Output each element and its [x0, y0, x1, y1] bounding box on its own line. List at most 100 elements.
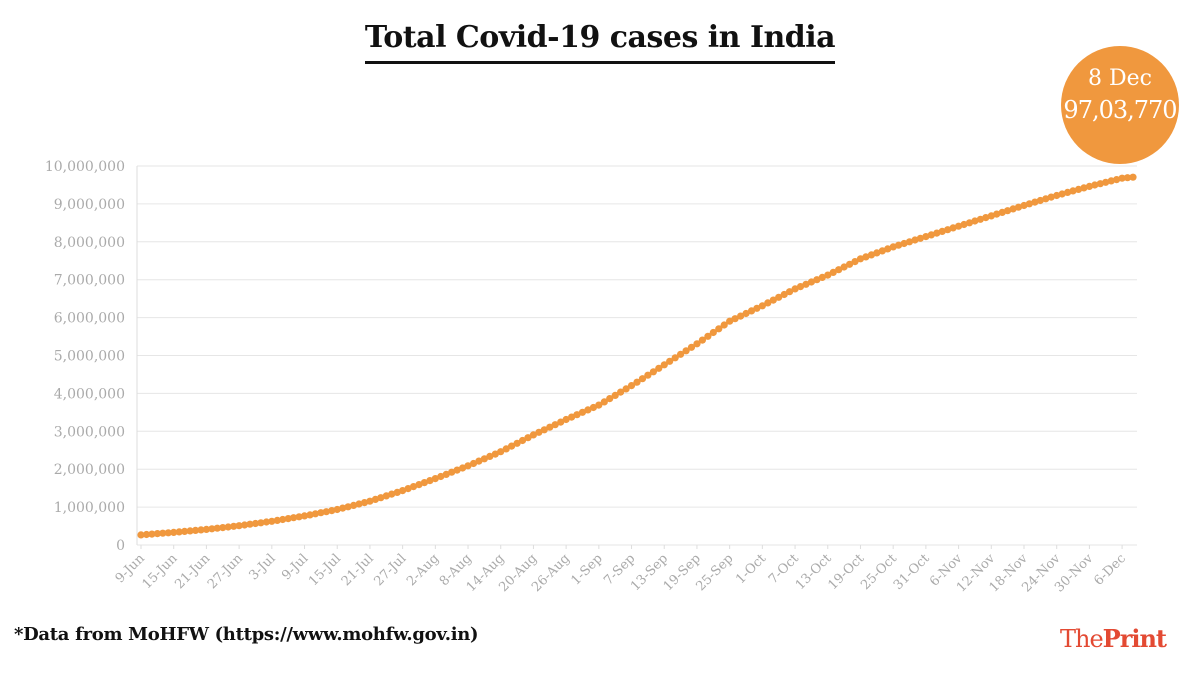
y-axis: 0 1,000,000 2,000,000 3,000,000 4,000,000 5,0…: [45, 159, 138, 554]
data-point: [911, 236, 919, 244]
data-point: [1107, 177, 1115, 185]
data-point: [1009, 205, 1017, 213]
data-point: [371, 495, 379, 503]
data-point: [900, 239, 908, 248]
y-tick-label: 3,000,000: [54, 424, 125, 440]
y-tick-label: 5,000,000: [54, 349, 125, 365]
data-point: [851, 258, 859, 266]
data-point: [246, 520, 254, 528]
data-point: [802, 280, 810, 288]
data-point: [856, 255, 865, 263]
data-point: [268, 517, 276, 525]
data-point: [311, 510, 319, 518]
data-point: [829, 268, 837, 276]
data-point: [780, 290, 788, 299]
data-point: [998, 208, 1006, 216]
data-point: [660, 361, 668, 369]
data-point: [709, 328, 717, 337]
data-point: [224, 523, 232, 531]
data-point: [1014, 203, 1023, 211]
data-point: [257, 519, 265, 527]
data-point: [769, 296, 777, 304]
data-point: [584, 406, 592, 414]
data-point: [758, 302, 767, 310]
data-point: [949, 224, 957, 232]
data-point: [862, 253, 870, 261]
data-point: [835, 266, 843, 274]
data-point: [431, 475, 439, 483]
data-point: [219, 524, 227, 532]
y-tick-label: 9,000,000: [54, 197, 125, 213]
data-point: [469, 459, 478, 468]
data-point: [573, 411, 581, 419]
data-point: [742, 309, 750, 318]
x-tick-label: 21-Jul: [339, 551, 377, 589]
data-point: [1085, 182, 1093, 190]
y-tick-label: 4,000,000: [54, 386, 125, 402]
data-point: [971, 217, 979, 225]
data-point: [666, 357, 674, 365]
data-point: [306, 511, 314, 519]
data-point: [420, 479, 428, 487]
data-point: [698, 336, 707, 344]
data-point: [720, 321, 728, 329]
theprint-logo: ThePrint: [1060, 624, 1167, 653]
data-point: [600, 398, 608, 406]
data-point: [159, 529, 167, 537]
data-point: [551, 421, 559, 429]
data-point: [213, 524, 221, 532]
data-point: [889, 243, 897, 251]
data-point: [142, 530, 151, 539]
data-point: [687, 343, 696, 351]
data-point: [1069, 187, 1077, 195]
data-point: [464, 462, 472, 470]
data-point: [927, 231, 935, 239]
data-point: [813, 276, 821, 284]
chart-title-text: Total Covid-19 cases in India: [364, 20, 836, 64]
data-point: [442, 470, 450, 478]
data-point: [393, 488, 401, 496]
y-tick-label: 1,000,000: [54, 500, 125, 516]
data-point: [649, 368, 658, 376]
data-point: [508, 442, 516, 450]
data-point: [317, 509, 325, 517]
data-point: [1091, 181, 1099, 189]
data-point: [426, 477, 434, 485]
data-point: [475, 457, 483, 465]
data-point: [818, 273, 826, 281]
y-tick-label: 6,000,000: [54, 311, 125, 327]
data-point: [360, 499, 369, 507]
data-point: [905, 238, 914, 246]
data-point: [726, 317, 734, 325]
gridlines: [137, 165, 1137, 546]
data-point: [322, 508, 330, 516]
data-point: [764, 299, 772, 307]
data-point: [617, 388, 625, 396]
data-point: [448, 468, 456, 476]
x-tick-label: 25-Sep: [693, 551, 736, 594]
data-point: [241, 521, 249, 529]
data-point: [415, 481, 423, 489]
data-point: [497, 448, 505, 456]
data-point: [382, 492, 390, 500]
data-point: [1058, 190, 1066, 198]
y-tick-label: 10,000,000: [45, 159, 125, 175]
data-point: [170, 528, 178, 537]
data-point: [502, 445, 510, 453]
series-line: [140, 175, 1134, 537]
data-point: [715, 325, 723, 333]
data-point: [562, 415, 570, 424]
data-point: [1020, 201, 1028, 210]
data-point: [279, 515, 287, 524]
data-point: [355, 500, 363, 508]
data-point: [1042, 195, 1050, 203]
data-point: [578, 408, 587, 416]
x-tick-label: 27-Jul: [371, 551, 409, 589]
data-point: [1031, 198, 1039, 206]
data-point: [191, 526, 200, 535]
x-tick-label: 31-Oct: [891, 551, 933, 593]
data-point: [557, 418, 565, 426]
data-point: [589, 403, 598, 412]
data-point: [638, 375, 647, 383]
